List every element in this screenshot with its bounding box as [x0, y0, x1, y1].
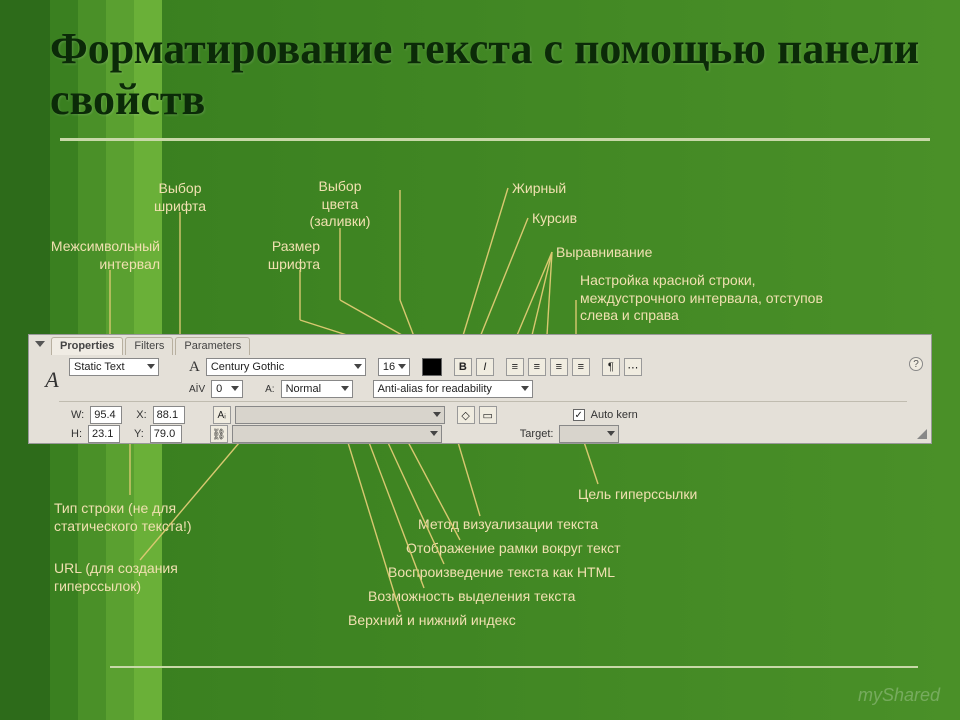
tab-parameters[interactable]: Parameters [175, 337, 250, 355]
label-render-method: Метод визуализации текста [418, 516, 598, 534]
collapse-icon[interactable] [35, 341, 45, 347]
help-icon[interactable]: ? [909, 357, 923, 371]
label-font-size: Размер шрифта [250, 238, 320, 273]
y-input[interactable]: 79.0 [150, 425, 182, 443]
paragraph-button[interactable]: ¶ [602, 358, 620, 376]
y-label: Y: [132, 428, 146, 440]
kerning-icon: AİV [187, 384, 207, 395]
auto-kern-checkbox[interactable]: ✓ [573, 409, 585, 421]
char-pos-icon: A: [263, 384, 276, 395]
panel-divider [59, 401, 907, 402]
link-icon: ⛓ [210, 425, 228, 443]
label-border: Отображение рамки вокруг текст [406, 540, 620, 558]
font-family-select[interactable]: Century Gothic [206, 358, 366, 376]
align-right-button[interactable]: ≡ [550, 358, 568, 376]
title-underline [60, 138, 930, 141]
tab-filters[interactable]: Filters [125, 337, 173, 355]
italic-button[interactable]: I [476, 358, 494, 376]
auto-kern-label: Auto kern [589, 409, 640, 421]
label-kerning: Межсимвольный интервал [40, 238, 160, 273]
label-align: Выравнивание [556, 244, 652, 262]
align-center-button[interactable]: ≡ [528, 358, 546, 376]
resize-corner-icon[interactable] [917, 429, 927, 439]
h-input[interactable]: 23.1 [88, 425, 120, 443]
bold-button[interactable]: B [454, 358, 472, 376]
h-label: H: [69, 428, 84, 440]
panel-row-4: H: 23.1 Y: 79.0 ⛓ Target: [69, 425, 901, 443]
render-html-button[interactable]: ◇ [457, 406, 475, 424]
url-input-2[interactable] [232, 425, 442, 443]
panel-row-3: W: 95.4 X: 88.1 Aᵢ ◇ ▭ ✓ Auto kern [69, 406, 901, 424]
label-paragraph: Настройка красной строки, междустрочного… [580, 272, 860, 325]
text-tool-icon: A [39, 367, 65, 393]
label-render-html: Воспроизведение текста как HTML [388, 564, 615, 582]
w-label: W: [69, 409, 86, 421]
target-label: Target: [518, 428, 556, 440]
label-target: Цель гиперссылки [578, 486, 697, 504]
kerning-value-select[interactable]: 0 [211, 380, 243, 398]
text-type-select[interactable]: Static Text [69, 358, 159, 376]
tab-properties[interactable]: Properties [51, 337, 123, 355]
selectable-button[interactable]: Aᵢ [213, 406, 231, 424]
antialias-select[interactable]: Anti-alias for readability [373, 380, 533, 398]
target-select[interactable] [559, 425, 619, 443]
align-justify-button[interactable]: ≡ [572, 358, 590, 376]
border-button[interactable]: ▭ [479, 406, 497, 424]
watermark: myShared [858, 685, 940, 706]
label-fill-color: Выбор цвета (заливки) [300, 178, 380, 231]
format-options-button[interactable]: ⋯ [624, 358, 642, 376]
font-size-select[interactable]: 16 [378, 358, 410, 376]
label-line-type: Тип строки (не для статического текста!) [54, 500, 224, 535]
x-input[interactable]: 88.1 [153, 406, 185, 424]
font-label-icon: A [187, 359, 202, 376]
properties-panel: Properties Filters Parameters ? A Static… [28, 334, 932, 444]
char-position-select[interactable]: Normal [281, 380, 353, 398]
label-url: URL (для создания гиперссылок) [54, 560, 224, 595]
panel-row-1: Static Text A Century Gothic 16 B I ≡ ≡ … [69, 357, 901, 377]
url-input[interactable] [235, 406, 445, 424]
label-sub-super: Верхний и нижний индекс [348, 612, 516, 630]
label-selectable: Возможность выделения текста [368, 588, 575, 606]
fill-color-swatch[interactable] [422, 358, 442, 376]
slide-title: Форматирование текста с помощью панели с… [50, 24, 960, 125]
label-font-select: Выбор шрифта [140, 180, 220, 215]
bottom-decorative-line [110, 666, 918, 668]
label-bold: Жирный [512, 180, 566, 198]
panel-row-2: AİV 0 A: Normal Anti-alias for readabili… [69, 379, 901, 399]
w-input[interactable]: 95.4 [90, 406, 122, 424]
panel-tabs: Properties Filters Parameters [51, 337, 252, 355]
label-italic: Курсив [532, 210, 577, 228]
align-left-button[interactable]: ≡ [506, 358, 524, 376]
x-label: X: [134, 409, 148, 421]
